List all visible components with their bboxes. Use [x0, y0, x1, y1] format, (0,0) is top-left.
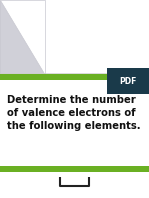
Polygon shape [0, 0, 45, 75]
Bar [0, 74, 149, 80]
Bar [0, 0, 45, 75]
Bar [0, 166, 149, 172]
Text: PDF: PDF [119, 77, 137, 86]
Bar [107, 68, 149, 94]
Text: Determine the number
of valence electrons of
the following elements.: Determine the number of valence electron… [7, 95, 141, 131]
